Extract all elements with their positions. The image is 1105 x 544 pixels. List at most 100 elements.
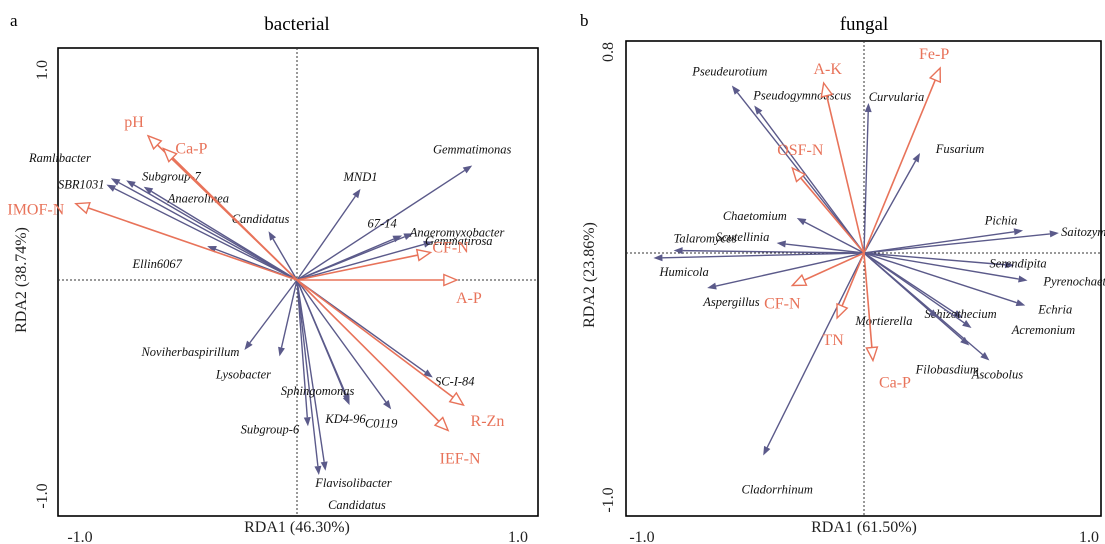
panel-a-species-arrowhead-subgroup-7-1 — [126, 180, 136, 188]
panel-b-env-arrow-tn — [841, 252, 865, 307]
panel-a-species-arrowhead-sphingomonas-17 — [342, 393, 350, 403]
panel-a-species-arrow-noviherbaspirillum-11 — [249, 279, 298, 344]
panel-a: a bacterial RDA1 (46.30%) RDA2 (38.74%) … — [7, 11, 539, 544]
panel-a-env-arrowhead-a-p — [443, 273, 459, 287]
panel-a-ytick-min: -1.0 — [34, 483, 51, 508]
panel-a-species-label-anaeromyxobacter-9: Anaeromyxobacter — [409, 225, 505, 239]
panel-a-species-arrowhead-sc-i-84-19 — [423, 369, 433, 378]
panel-a-ylabel: RDA2 (38.74%) — [13, 227, 30, 333]
panel-b-species-arrowhead-pichia-9 — [1013, 228, 1024, 236]
panel-b-species-arrowhead-pyrenochaetopsis-12 — [1018, 275, 1028, 283]
panel-b-species-arrow-talaromyces-6 — [682, 249, 865, 254]
panel-b-env-arrowhead-osf-n — [791, 166, 807, 183]
panel-a-species-arrow-c0119-18 — [296, 279, 387, 403]
panel-a-species-arrow-lysobacter-12 — [280, 279, 298, 348]
panel-a-species-label-sbr1031-2: SBR1031 — [58, 178, 105, 192]
panel-b-species-label-humicola-7: Humicola — [658, 265, 708, 279]
panel-b-species-label-cladorrhinum-19: Cladorrhinum — [742, 483, 813, 497]
panel-b-species-label-serendipita-11: Serendipita — [989, 257, 1046, 271]
panel-a-species-arrow-anaerolinea-3 — [151, 190, 298, 281]
panel-b-species-label-acremonium-15: Acremonium — [1011, 323, 1075, 337]
panel-a-env-label-ca-p: Ca-P — [175, 141, 207, 158]
panel-b-species-label-schizothecium-14: Schizothecium — [924, 307, 996, 321]
panel-a-env-arrow-cf-n — [296, 254, 419, 281]
panel-a-species-label-anaerolinea-3: Anaerolinea — [167, 192, 229, 206]
panel-b-species-arrowhead-cladorrhinum-19 — [763, 445, 771, 456]
panel-b-env-arrow-ca-p — [863, 252, 873, 348]
panel-a-species-arrowhead-sbr1031-2 — [106, 184, 117, 192]
panel-a-env-arrowhead-r-zn — [448, 391, 465, 407]
panel-b-env-label-tn: TN — [822, 332, 844, 349]
panel-a-species-arrowhead-mnd1-6 — [352, 188, 361, 199]
panel-a-species-label-noviherbaspirillum-11: Noviherbaspirillum — [140, 345, 239, 359]
panel-a-species-arrow-sbr1031-2 — [114, 188, 298, 281]
panel-b-env-label-osf-n: OSF-N — [777, 142, 824, 159]
panel-a-species-arrowhead-anaeromyxobacter-9 — [403, 233, 414, 240]
panel-b-ytick-max: 0.8 — [600, 42, 617, 62]
panel-b-env-label-fe-p: Fe-P — [919, 46, 949, 63]
panel-b-env-arrow-cf-n — [803, 252, 865, 281]
panel-b-species-arrowhead-ascobolus-18 — [980, 351, 990, 361]
panel-b-species-arrowhead-humicola-7 — [653, 254, 663, 262]
panel-b-env-arrow-osf-n — [800, 177, 865, 254]
panel-b-env-label-ca-p: Ca-P — [879, 375, 911, 392]
panel-a-species-label-gemmatirosa-10: Gemmatirosa — [425, 234, 493, 248]
panel-a-species-label-c0119-18: C0119 — [365, 416, 398, 430]
panel-b-species-arrow-aspergillus-8 — [715, 252, 865, 287]
panel-a-species-arrow-gemmatirosa-10 — [296, 243, 425, 281]
panel-b-species-arrow-pseudogymnoascus-1 — [759, 112, 865, 254]
panel-b-env-arrow-fe-p — [863, 79, 936, 254]
panel-a-species-label-candidatus-14: Candidatus — [328, 498, 386, 512]
panel-b-species-arrowhead-saitozyma-10 — [1049, 230, 1059, 238]
panel-a-species-arrowhead-flavisolibacter-15 — [320, 461, 328, 471]
panel-a-species-arrow-subgroup-6-13 — [296, 279, 308, 418]
panel-b-species-label-filobasdium-17: Filobasdium — [915, 363, 979, 377]
panel-b-species-arrowhead-filobasdium-17 — [960, 336, 970, 346]
panel-b-species-label-talaromyces-6: Talaromyces — [674, 232, 737, 246]
panel-b-species-arrow-acremonium-15 — [863, 252, 965, 324]
panel-a-env-arrowhead-ief-n — [433, 416, 450, 432]
panel-a-species-label-subgroup-6-13: Subgroup-6 — [241, 422, 300, 436]
panel-b-ytick-min: -1.0 — [600, 487, 617, 512]
panel-b-species-label-aspergillus-8: Aspergillus — [702, 295, 760, 309]
panel-a-species-arrowhead-subgroup-6-13 — [303, 417, 311, 427]
panel-a-title: bacterial — [264, 14, 329, 35]
panel-b-vectors: Pseudeurotium Pseudogymnoascus Curvularia F… — [653, 46, 1105, 497]
panel-b-species-label-pseudeurotium-0: Pseudeurotium — [691, 65, 767, 79]
panel-a-species-arrowhead-candidatus-14 — [314, 465, 322, 476]
panel-b-xlabel: RDA1 (61.50%) — [811, 519, 917, 536]
panel-b-species-label-saitozyma-10: Saitozyma — [1061, 225, 1105, 239]
panel-b-species-label-curvularia-2: Curvularia — [869, 90, 925, 104]
panel-a-species-arrowhead-noviherbaspirillum-11 — [244, 340, 253, 350]
panel-a-env-label-a-p: A-P — [456, 290, 482, 307]
panel-b-species-arrowhead-curvularia-2 — [864, 103, 872, 113]
panel-b-species-arrow-cladorrhinum-19 — [766, 252, 865, 448]
panel-b: b fungal RDA1 (61.50%) RDA2 (23.86%) -1.… — [580, 11, 1105, 544]
panel-b-species-label-ascobolus-18: Ascobolus — [971, 368, 1024, 382]
panel-b-species-arrow-fusarium-3 — [863, 160, 917, 254]
panel-a-species-arrowhead-anaerolinea-3 — [143, 186, 154, 195]
panel-b-species-arrowhead-echria-13 — [1015, 299, 1026, 307]
panel-b-species-arrowhead-aspergillus-8 — [707, 282, 717, 290]
panel-b-species-arrowhead-scutellinia-5 — [776, 240, 786, 248]
panel-b-species-arrow-echria-13 — [863, 252, 1017, 304]
panel-b-species-label-pseudogymnoascus-1: Pseudogymnoascus — [752, 89, 851, 103]
panel-a-species-arrow-ramlibacter-0 — [118, 181, 298, 281]
panel-b-species-arrowhead-pseudogymnoascus-1 — [754, 105, 763, 115]
panel-a-species-label-sc-i-84-19: SC-I-84 — [435, 375, 475, 389]
panel-a-species-label-ellin6067-4: Ellin6067 — [132, 257, 183, 271]
panel-a-env-arrowhead-imof-n — [74, 201, 91, 215]
panel-a-xlabel: RDA1 (46.30%) — [244, 519, 350, 536]
panel-a-species-label-67-14-8: 67-14 — [368, 216, 397, 230]
panel-a-env-arrow-ca-p — [172, 157, 298, 281]
panel-a-env-label-ph: pH — [124, 114, 144, 131]
panel-b-letter: b — [580, 11, 589, 30]
panel-a-env-label-ief-n: IEF-N — [440, 451, 481, 468]
panel-a-species-arrow-candidatus-14 — [296, 279, 319, 467]
panel-b-species-arrowhead-chaetomium-4 — [796, 218, 807, 226]
panel-b-species-arrowhead-pseudeurotium-0 — [731, 85, 741, 95]
panel-a-species-arrowhead-gemmatirosa-10 — [423, 240, 433, 248]
panel-b-species-arrow-humicola-7 — [662, 252, 865, 259]
panel-b-species-arrowhead-talaromyces-6 — [673, 247, 683, 255]
panel-a-species-arrowhead-c0119-18 — [383, 399, 392, 410]
